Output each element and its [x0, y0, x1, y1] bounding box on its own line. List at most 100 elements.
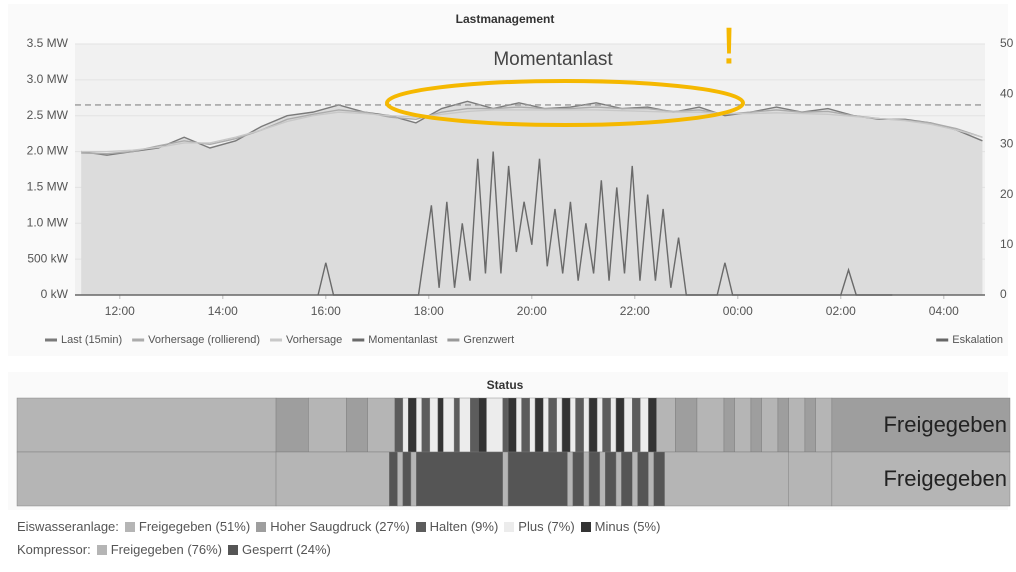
status-segment	[429, 397, 439, 453]
status-segment	[596, 397, 603, 453]
status-segment	[402, 397, 409, 453]
legend-label: Vorhersage	[286, 334, 342, 346]
status-segment	[653, 451, 665, 507]
status-segment	[567, 451, 574, 507]
y-tick-label: 500 kW	[27, 251, 68, 265]
y-tick-label: 1.0 MW	[27, 215, 69, 229]
row-label: Freigegeben	[883, 466, 1007, 491]
legend-row: Eiswasseranlage: Freigegeben (51%) Hoher S…	[17, 515, 660, 538]
status-segment	[621, 451, 633, 507]
status-segment	[507, 397, 517, 453]
status-segment	[788, 397, 806, 453]
status-segment	[502, 397, 509, 453]
x-tick-label: 04:00	[929, 304, 959, 318]
status-segment	[416, 397, 422, 453]
series-line	[81, 100, 983, 156]
annotation-text: Momentanlast	[493, 49, 613, 70]
status-segment	[16, 397, 277, 453]
row-label: Freigegeben	[883, 412, 1007, 437]
x-tick-label: 14:00	[208, 304, 238, 318]
status-segment	[804, 397, 816, 453]
status-segment	[556, 397, 563, 453]
x-tick-label: 00:00	[723, 304, 753, 318]
status-segment	[623, 397, 633, 453]
status-segment	[569, 397, 576, 453]
status-segment	[453, 397, 460, 453]
status-segment	[542, 397, 549, 453]
legend-title: Kompressor:	[17, 542, 91, 557]
status-segment	[588, 397, 598, 453]
legend-swatch	[580, 522, 591, 532]
legend-label: Halten (9%)	[429, 519, 499, 534]
series-line	[81, 106, 983, 155]
status-segment	[831, 451, 1011, 507]
status-segment	[696, 397, 725, 453]
status-segment	[632, 397, 641, 453]
status-segment	[615, 451, 622, 507]
status-segment	[394, 397, 404, 453]
status-segment	[421, 397, 431, 453]
legend-label: Minus (5%)	[594, 519, 661, 534]
highlight-ellipse	[385, 79, 745, 127]
y2-tick-label: 50	[1000, 36, 1014, 50]
legend-label: Grenzwert	[463, 334, 514, 346]
status-segment	[575, 397, 584, 453]
legend-swatch	[256, 522, 267, 532]
y2-tick-label: 10	[1000, 237, 1014, 251]
status-segment	[521, 397, 530, 453]
y2-tick-label: 0	[1000, 287, 1007, 301]
y-tick-label: 0 kW	[41, 287, 69, 301]
status-segment	[561, 397, 571, 453]
status-segment	[788, 451, 833, 507]
x-tick-label: 22:00	[620, 304, 650, 318]
legend-label: Vorhersage (rollierend)	[148, 334, 260, 346]
legend-title: Eiswasseranlage:	[17, 519, 119, 534]
status-segment	[750, 397, 762, 453]
status-segment	[507, 451, 568, 507]
y2-tick-label: 20	[1000, 187, 1014, 201]
series-line	[317, 151, 893, 296]
x-tick-label: 12:00	[105, 304, 135, 318]
status-segment	[308, 397, 347, 453]
legend-swatch	[96, 545, 107, 555]
annotation: Momentanlast !	[385, 18, 745, 127]
y2-tick-label: 30	[1000, 137, 1014, 151]
status-segment	[389, 451, 398, 507]
status-segment	[410, 451, 417, 507]
status-segment	[408, 397, 417, 453]
legend-swatch	[415, 522, 426, 532]
y-tick-label: 2.0 MW	[27, 144, 69, 158]
status-segment	[486, 397, 503, 453]
status-segment	[16, 451, 277, 507]
status-chart: Freigegeben Freigegeben	[16, 397, 1011, 507]
status-segment	[761, 397, 779, 453]
status-segment	[515, 397, 522, 453]
legend-label: Freigegeben (76%)	[110, 542, 222, 557]
legend-label: Freigegeben (51%)	[138, 519, 251, 534]
status-segment	[402, 451, 412, 507]
status-segment	[275, 451, 390, 507]
status-segment	[640, 397, 649, 453]
status-segment	[648, 397, 657, 453]
status-segment	[632, 451, 638, 507]
annotation-mark: !	[722, 18, 736, 76]
legend-swatch	[228, 545, 238, 555]
status-segment	[459, 397, 471, 453]
status-legend: Eiswasseranlage: Freigegeben (51%) Hoher S…	[17, 515, 660, 561]
y-tick-label: 2.5 MW	[27, 108, 69, 122]
status-segment	[664, 451, 789, 507]
y2-tick-label: 40	[1000, 86, 1014, 100]
status-segment	[529, 397, 536, 453]
legend-label: Hoher Saugdruck (27%)	[270, 519, 410, 534]
status-segment	[437, 397, 444, 453]
status-segment	[502, 451, 509, 507]
status-segment	[777, 397, 789, 453]
legend-swatch	[124, 522, 135, 532]
status-segment	[831, 397, 1011, 453]
dashboard: Lastmanagement Status 0 kW 500 kW 1.0 MW 1.…	[16, 12, 1014, 507]
status-segment	[367, 397, 395, 453]
chart-title: Status	[487, 378, 524, 392]
status-segment	[416, 451, 503, 507]
status-segment	[602, 397, 611, 453]
